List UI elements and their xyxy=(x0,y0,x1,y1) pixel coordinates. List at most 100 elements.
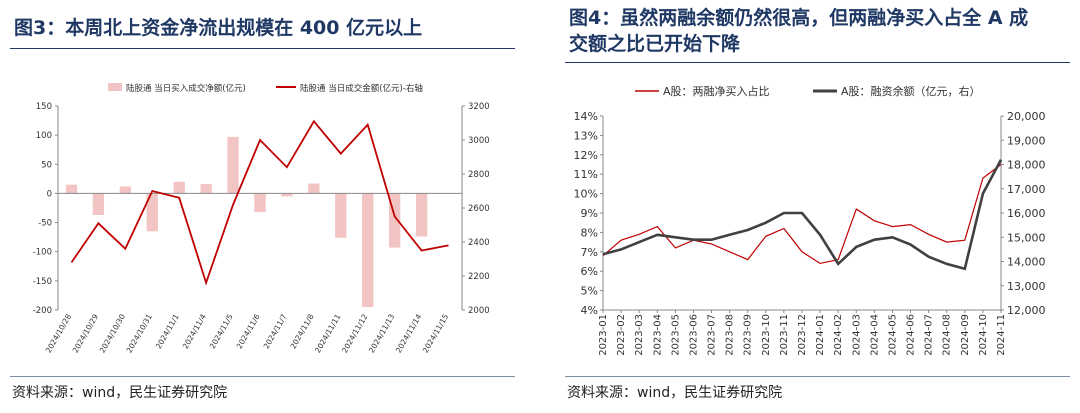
right-chart-title-line1: 图4：虽然两融余额仍然很高，但两融净买入占全 A 成 xyxy=(569,7,1029,29)
right-y-tick-label: 2000 xyxy=(468,306,490,316)
left-y-tick-label: 8% xyxy=(581,226,598,239)
right-y-tick-label: 2800 xyxy=(468,170,490,180)
right-y-tick-label: 15,000 xyxy=(1007,231,1046,244)
left-y-tick-label: 5% xyxy=(581,285,598,298)
left-y-tick-label: -200 xyxy=(33,306,52,316)
legend-label-line: 陆股通 当日成交金额(亿元)-右轴 xyxy=(300,83,423,94)
left-chart-title: 图3：本周北上资金净流出规模在 400 亿元以上 xyxy=(14,17,423,39)
left-y-tick-label: 11% xyxy=(574,168,598,181)
x-tick-label: 2024/11/13 xyxy=(367,312,397,354)
right-y-tick-label: 2400 xyxy=(468,238,490,248)
right-source-divider xyxy=(565,376,1070,377)
x-tick-label: 2024/11/4 xyxy=(181,312,208,350)
x-tick-label: 2024-09 xyxy=(960,314,971,356)
x-tick-label: 2024/11/6 xyxy=(235,312,262,350)
left-y-tick-label: -50 xyxy=(38,219,52,229)
left-y-tick-label: 13% xyxy=(574,129,598,142)
right-y-tick-label: 3200 xyxy=(468,102,490,112)
x-tick-label: 2024/11/14 xyxy=(394,312,424,354)
series-line xyxy=(70,119,449,286)
left-y-tick-label: 12% xyxy=(574,149,598,162)
bar xyxy=(227,136,239,194)
left-y-tick-label: 6% xyxy=(581,265,598,278)
x-tick-label: 2024/11/15 xyxy=(421,312,451,354)
bar xyxy=(362,193,374,308)
x-tick-label: 2024/10/30 xyxy=(98,312,128,354)
x-tick-label: 2023-09 xyxy=(743,314,754,356)
x-tick-label: 2024/11/12 xyxy=(340,312,370,354)
x-tick-label: 2024/10/31 xyxy=(125,312,155,354)
x-tick-label: 2024-06 xyxy=(906,314,917,356)
x-tick-label: 2024-08 xyxy=(942,314,953,356)
x-tick-label: 2024/11/5 xyxy=(208,312,235,350)
right-y-tick-label: 2600 xyxy=(468,204,490,214)
x-tick-label: 2023-12 xyxy=(797,314,808,356)
x-tick-label: 2023-10 xyxy=(761,314,772,356)
x-tick-label: 2024-05 xyxy=(887,314,898,356)
x-tick-label: 2023-11 xyxy=(779,314,790,356)
right-title-divider xyxy=(565,62,1070,63)
bar xyxy=(92,193,105,215)
x-tick-label: 2024/11/7 xyxy=(262,312,289,350)
right-y-tick-label: 3000 xyxy=(468,136,490,146)
bar xyxy=(200,184,212,194)
left-y-tick-label: 100 xyxy=(36,131,52,141)
right-panel: 图4：虽然两融余额仍然很高，但两融净买入占全 A 成 交额之比已开始下降 A股：… xyxy=(555,0,1080,413)
left-y-tick-label: 14% xyxy=(574,110,598,123)
x-tick-label: 2024-11 xyxy=(996,314,1007,356)
bar xyxy=(146,193,158,232)
x-tick-label: 2023-07 xyxy=(707,314,718,356)
x-tick-label: 2023-02 xyxy=(616,314,627,356)
x-tick-label: 2024/11/8 xyxy=(289,312,316,350)
bar xyxy=(65,184,78,194)
x-tick-label: 2024/11/1 xyxy=(154,312,181,350)
left-y-tick-label: 0 xyxy=(47,189,52,199)
right-y-tick-label: 19,000 xyxy=(1007,134,1046,147)
right-source: 资料来源：wind，民生证券研究院 xyxy=(567,385,783,401)
x-tick-label: 2024/10/29 xyxy=(71,312,101,354)
x-tick-label: 2023-03 xyxy=(634,314,645,356)
left-y-tick-label: -150 xyxy=(33,277,52,287)
x-tick-label: 2024-03 xyxy=(851,314,862,356)
left-panel: 图3：本周北上资金净流出规模在 400 亿元以上 陆股通 当日买入成交净额(亿元… xyxy=(0,0,525,413)
right-y-tick-label: 14,000 xyxy=(1007,256,1046,269)
right-y-tick-label: 2200 xyxy=(468,272,490,282)
bar xyxy=(281,193,293,197)
bar xyxy=(389,193,401,248)
left-y-tick-label: 7% xyxy=(581,246,598,259)
bar xyxy=(415,193,428,237)
right-y-tick-label: 20,000 xyxy=(1007,110,1046,123)
x-tick-label: 2024-10 xyxy=(978,314,989,356)
left-y-tick-label: 9% xyxy=(581,207,598,220)
x-tick-label: 2024/10/28 xyxy=(44,312,74,354)
legend-label-balance: A股：融资余额（亿元，右） xyxy=(841,84,981,98)
bar xyxy=(308,183,320,194)
bar xyxy=(254,193,266,213)
left-y-tick-label: 10% xyxy=(574,188,598,201)
x-tick-label: 2024-01 xyxy=(815,314,826,356)
right-y-tick-label: 12,000 xyxy=(1007,304,1046,317)
left-y-tick-label: 50 xyxy=(41,160,52,170)
series-line-balance xyxy=(602,159,1003,271)
left-y-tick-label: 150 xyxy=(36,102,52,112)
series-line-ratio xyxy=(602,164,1002,265)
x-tick-label: 2023-06 xyxy=(688,314,699,356)
right-y-tick-label: 17,000 xyxy=(1007,183,1046,196)
x-tick-label: 2024-02 xyxy=(833,314,844,356)
left-y-tick-label: -100 xyxy=(33,248,52,258)
x-tick-label: 2024-04 xyxy=(869,314,880,356)
legend-swatch-bar xyxy=(108,83,122,91)
x-tick-label: 2023-05 xyxy=(670,314,681,356)
right-y-tick-label: 18,000 xyxy=(1007,159,1046,172)
right-y-tick-label: 16,000 xyxy=(1007,207,1046,220)
left-title-divider xyxy=(10,48,515,49)
bar xyxy=(119,186,131,194)
left-source: 资料来源：wind，民生证券研究院 xyxy=(12,385,228,401)
x-tick-label: 2023-08 xyxy=(725,314,736,356)
x-tick-label: 2024-07 xyxy=(924,314,935,356)
x-tick-label: 2023-04 xyxy=(652,314,663,356)
legend-label-bar: 陆股通 当日买入成交净额(亿元) xyxy=(126,83,246,94)
right-chart-title-line2: 交额之比已开始下降 xyxy=(569,33,741,55)
bar xyxy=(335,193,347,238)
x-tick-label: 2023-01 xyxy=(598,314,609,356)
